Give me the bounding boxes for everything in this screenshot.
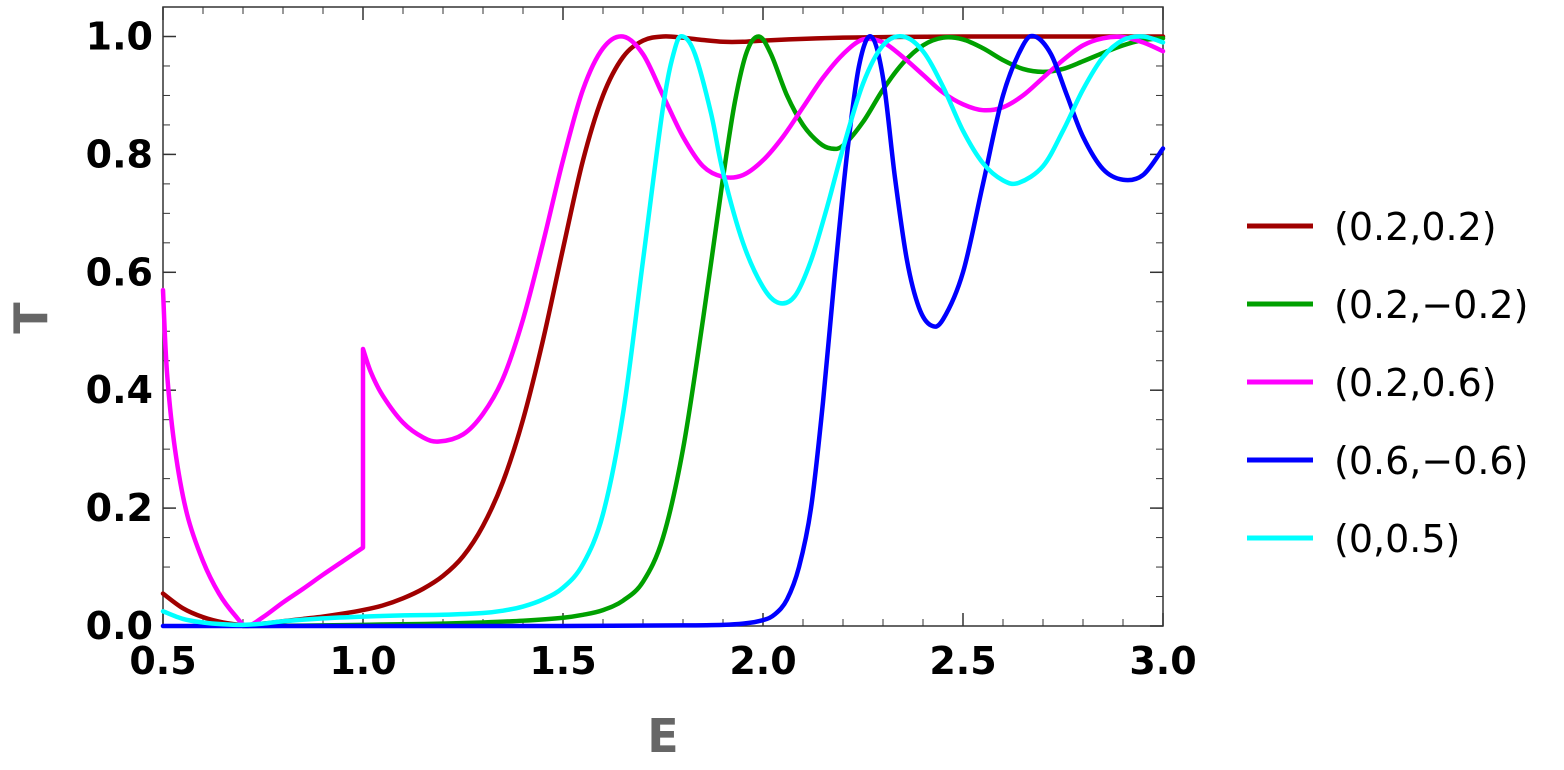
series-line-3	[160, 33, 1166, 629]
x-tick-label: 1.5	[529, 639, 596, 683]
x-tick-label: 0.5	[129, 639, 196, 683]
x-tick-label: 3.0	[1129, 639, 1196, 683]
y-tick-label: 0.6	[86, 250, 153, 294]
y-tick-label: 0.0	[86, 604, 153, 648]
y-tick-label: 1.0	[86, 15, 153, 59]
legend-label: (0.6,−0.6)	[1334, 439, 1528, 483]
legend-item: (0.2,0.2)	[1247, 205, 1497, 249]
legend-item: (0.2,0.6)	[1247, 361, 1497, 405]
series-lines	[160, 33, 1166, 629]
legend-label: (0.2,0.6)	[1334, 361, 1497, 405]
series-line-1	[240, 34, 1166, 629]
y-tick-label: 0.8	[86, 132, 153, 176]
series-line-4	[160, 33, 1166, 628]
y-tick-label: 0.4	[86, 368, 153, 412]
legend-label: (0.2,0.2)	[1334, 205, 1497, 249]
legend-label: (0,0.5)	[1334, 517, 1460, 561]
series-line-2	[160, 34, 1166, 629]
x-axis-title: E	[647, 709, 678, 763]
x-tick-labels: 0.5 1.0 1.5 2.0 2.5 3.0	[129, 639, 1196, 683]
y-tick-label: 0.2	[86, 486, 153, 530]
y-axis-title: T	[4, 302, 58, 334]
legend-label: (0.2,−0.2)	[1334, 283, 1528, 327]
y-tick-labels: 0.0 0.2 0.4 0.6 0.8 1.0	[86, 15, 153, 649]
legend-item: (0.2,−0.2)	[1247, 283, 1528, 327]
legend-item: (0,0.5)	[1247, 517, 1460, 561]
legend: (0.2,0.2) (0.2,−0.2) (0.2,0.6) (0.6,−0.6) (0…	[1247, 205, 1528, 561]
x-tick-label: 1.0	[329, 639, 396, 683]
x-tick-label: 2.5	[929, 639, 996, 683]
x-tick-label: 2.0	[729, 639, 796, 683]
legend-item: (0.6,−0.6)	[1247, 439, 1528, 483]
